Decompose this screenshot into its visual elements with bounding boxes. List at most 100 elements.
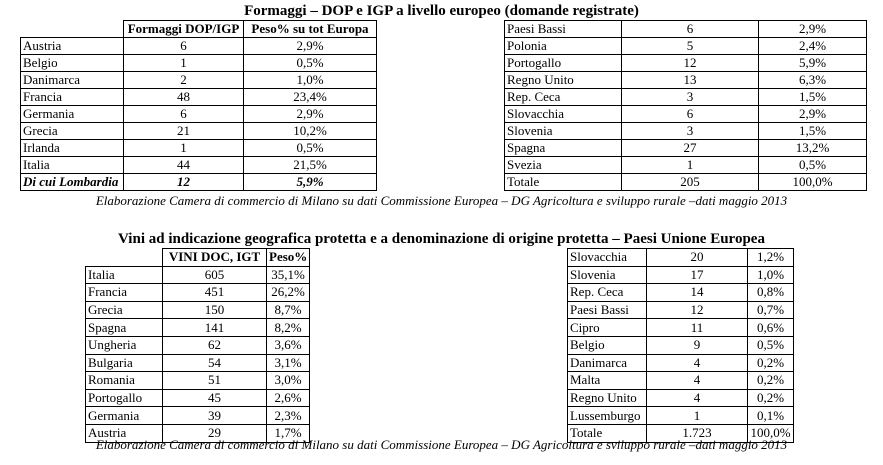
country-cell: Grecia	[20, 122, 124, 140]
table-row: Slovacchia 20 1,2%	[567, 248, 794, 267]
table-row: Cipro 11 0,6%	[567, 318, 794, 337]
country-cell: Cipro	[567, 318, 647, 337]
count-cell: 9	[646, 335, 748, 355]
country-cell: Slovenia	[567, 265, 647, 285]
country-cell: Slovacchia	[504, 105, 622, 123]
count-cell: 21	[123, 122, 244, 140]
cheese-source-caption: Elaborazione Camera di commercio di Mila…	[95, 193, 788, 208]
table-row: Danimarca 4 0,2%	[567, 353, 794, 373]
share-cell: 0,5%	[243, 139, 377, 157]
share-cell: 6,3%	[758, 71, 867, 89]
country-cell: Francia	[20, 88, 124, 106]
country-cell: Slovenia	[504, 122, 622, 140]
table-row: Rep. Ceca 3 1,5%	[504, 88, 867, 106]
table-row: Portogallo 12 5,9%	[504, 54, 867, 72]
country-cell: Belgio	[20, 54, 124, 72]
table-row: Portogallo 45 2,6%	[85, 388, 310, 408]
country-cell: Paesi Bassi	[567, 300, 647, 320]
count-cell: 1	[646, 406, 748, 425]
count-cell: 150	[162, 300, 267, 320]
country-cell: Regno Unito	[504, 71, 622, 89]
count-cell: 4	[646, 388, 748, 408]
table-row: Romania 51 3,0%	[85, 371, 310, 390]
table-row: Di cui Lombardia 12 5,9%	[20, 173, 377, 191]
table-row: Francia 451 26,2%	[85, 283, 310, 302]
count-cell: 6	[123, 37, 244, 55]
country-cell: Paesi Bassi	[504, 20, 622, 38]
country-cell: Francia	[85, 283, 163, 302]
country-cell: Danimarca	[567, 353, 647, 373]
table-row: Totale 1.723 100,0%	[567, 423, 794, 443]
share-cell: 8,7%	[266, 300, 310, 320]
share-cell: 3,1%	[266, 353, 310, 373]
table-row: Slovacchia 6 2,9%	[504, 105, 867, 123]
country-cell: Spagna	[85, 318, 163, 337]
share-cell: 26,2%	[266, 283, 310, 302]
cheese-title: Formaggi – DOP e IGP a livello europeo (…	[244, 3, 639, 19]
wine-table-right: Slovacchia 20 1,2% Slovenia 17 1,0% Rep. Ceca 1…	[567, 248, 794, 443]
count-cell: 12	[123, 173, 244, 191]
country-cell: Rep. Ceca	[504, 88, 622, 106]
table-row: Austria 29 1,7%	[85, 423, 310, 443]
table-header-row: VINI DOC, IGT Peso%	[85, 248, 310, 267]
table-row: Spagna 141 8,2%	[85, 318, 310, 337]
count-cell: 12	[646, 300, 748, 320]
share-cell: 1,5%	[758, 88, 867, 106]
share-cell: 5,9%	[758, 54, 867, 72]
count-cell: 1	[621, 156, 759, 174]
table-row: Austria 6 2,9%	[20, 37, 377, 55]
table-row: Danimarca 2 1,0%	[20, 71, 377, 89]
header-count: VINI DOC, IGT	[162, 248, 267, 267]
country-cell: Austria	[85, 423, 163, 443]
country-cell: Romania	[85, 371, 163, 390]
country-cell: Totale	[567, 423, 647, 443]
country-cell: Portogallo	[504, 54, 622, 72]
count-cell: 141	[162, 318, 267, 337]
wine-source-caption: Elaborazione Camera di commercio di Mila…	[95, 437, 788, 452]
count-cell: 6	[621, 105, 759, 123]
country-cell: Svezia	[504, 156, 622, 174]
count-cell: 205	[621, 173, 759, 191]
share-cell: 1,5%	[758, 122, 867, 140]
country-cell: Di cui Lombardia	[20, 173, 124, 191]
table-row: Germania 39 2,3%	[85, 406, 310, 425]
table-row: Paesi Bassi 6 2,9%	[504, 20, 867, 38]
table-row: Belgio 1 0,5%	[20, 54, 377, 72]
country-cell: Grecia	[85, 300, 163, 320]
count-cell: 1.723	[646, 423, 748, 443]
share-cell: 1,2%	[747, 248, 794, 267]
header-share: Peso%	[266, 248, 310, 267]
country-cell: Polonia	[504, 37, 622, 55]
share-cell: 0,2%	[747, 388, 794, 408]
country-cell: Germania	[20, 105, 124, 123]
country-cell: Danimarca	[20, 71, 124, 89]
wine-title: Vini ad indicazione geografica protetta …	[118, 231, 765, 247]
table-row: Ungheria 62 3,6%	[85, 335, 310, 355]
share-cell: 0,2%	[747, 371, 794, 390]
count-cell: 4	[646, 353, 748, 373]
count-cell: 44	[123, 156, 244, 174]
count-cell: 5	[621, 37, 759, 55]
country-cell: Germania	[85, 406, 163, 425]
count-cell: 13	[621, 71, 759, 89]
share-cell: 2,9%	[243, 37, 377, 55]
table-row: Malta 4 0,2%	[567, 371, 794, 390]
count-cell: 605	[162, 265, 267, 285]
share-cell: 1,7%	[266, 423, 310, 443]
share-cell: 100,0%	[747, 423, 794, 443]
count-cell: 62	[162, 335, 267, 355]
count-cell: 6	[621, 20, 759, 38]
country-cell: Austria	[20, 37, 124, 55]
share-cell: 1,0%	[243, 71, 377, 89]
country-cell: Portogallo	[85, 388, 163, 408]
count-cell: 20	[646, 248, 748, 267]
count-cell: 1	[123, 139, 244, 157]
country-cell: Belgio	[567, 335, 647, 355]
count-cell: 2	[123, 71, 244, 89]
count-cell: 3	[621, 88, 759, 106]
table-row: Slovenia 3 1,5%	[504, 122, 867, 140]
share-cell: 8,2%	[266, 318, 310, 337]
header-share: Peso% su tot Europa	[243, 20, 377, 38]
share-cell: 0,5%	[758, 156, 867, 174]
table-row: Slovenia 17 1,0%	[567, 265, 794, 285]
